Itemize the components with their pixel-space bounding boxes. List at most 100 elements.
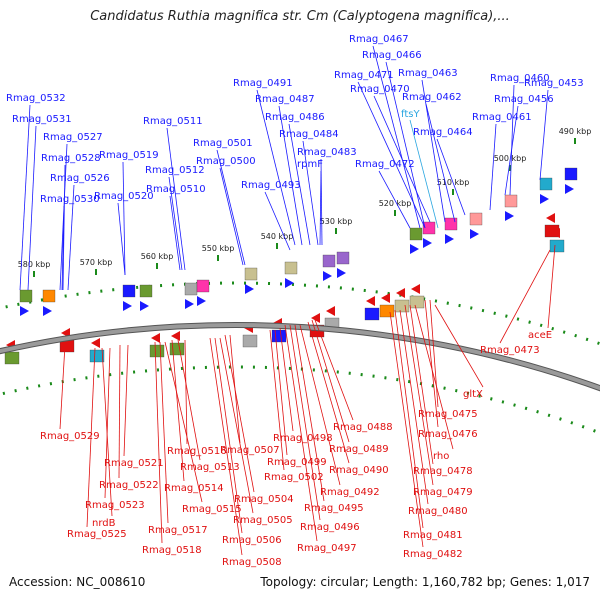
- reverse-gene-label[interactable]: Rmag_0481: [403, 530, 463, 541]
- forward-gene-label[interactable]: Rmag_0520: [94, 191, 154, 202]
- forward-feature-block: [469, 212, 483, 226]
- reverse-gene-label[interactable]: Rmag_0508: [222, 557, 282, 568]
- forward-gene-label[interactable]: Rmag_0512: [145, 165, 205, 176]
- reverse-gene-label[interactable]: Rmag_0504: [234, 494, 294, 505]
- reverse-gene-label[interactable]: Rmag_0517: [148, 525, 208, 536]
- forward-gene-label[interactable]: Rmag_0486: [265, 112, 325, 123]
- reverse-gene-label[interactable]: Rmag_0529: [40, 431, 100, 442]
- reverse-leader-line: [171, 339, 185, 482]
- forward-gene-label[interactable]: Rmag_0464: [413, 127, 473, 138]
- forward-gene-label[interactable]: Rmag_0487: [255, 94, 315, 105]
- forward-leader-line: [62, 164, 66, 291]
- forward-gene-label[interactable]: Rmag_0532: [6, 93, 66, 104]
- reverse-feature-block: [379, 304, 395, 318]
- forward-gene-label[interactable]: Rmag_0484: [279, 129, 339, 140]
- forward-gene-label[interactable]: rpmF: [297, 159, 323, 170]
- forward-gene-label[interactable]: Rmag_0483: [297, 147, 357, 158]
- reverse-gene-label[interactable]: Rmag_0507: [220, 445, 280, 456]
- forward-gene-label[interactable]: Rmag_0471: [334, 70, 394, 81]
- forward-gene-label[interactable]: Rmag_0519: [99, 150, 159, 161]
- reverse-gene-label[interactable]: gltX: [463, 389, 483, 400]
- reverse-gene-label[interactable]: Rmag_0490: [329, 465, 389, 476]
- reverse-gene-label[interactable]: Rmag_0505: [233, 515, 293, 526]
- forward-feature-block: [409, 227, 423, 241]
- reverse-gene-label[interactable]: aceE: [528, 330, 552, 341]
- reverse-gene-label[interactable]: Rmag_0497: [297, 543, 357, 554]
- forward-gene-label[interactable]: Rmag_0456: [494, 94, 554, 105]
- reverse-gene-label[interactable]: Rmag_0506: [222, 535, 282, 546]
- forward-arrow: [540, 194, 549, 204]
- reverse-feature-block: [409, 295, 425, 309]
- reverse-gene-label[interactable]: Rmag_0523: [85, 500, 145, 511]
- forward-gene-label[interactable]: Rmag_0531: [12, 114, 72, 125]
- reverse-arrow: [326, 306, 335, 316]
- reverse-gene-label[interactable]: Rmag_0473: [480, 345, 540, 356]
- reverse-gene-label[interactable]: Rmag_0479: [413, 487, 473, 498]
- reverse-gene-label[interactable]: nrdB: [92, 518, 116, 529]
- forward-gene-label[interactable]: Rmag_0463: [398, 68, 458, 79]
- reverse-gene-label[interactable]: Rmag_0518: [142, 545, 202, 556]
- reverse-gene-label[interactable]: Rmag_0478: [413, 466, 473, 477]
- scale-tick-label: 540 kbp: [261, 232, 294, 241]
- reverse-gene-label[interactable]: Rmag_0475: [418, 409, 478, 420]
- reverse-gene-label[interactable]: Rmag_0514: [164, 483, 224, 494]
- reverse-gene-label[interactable]: Rmag_0516: [167, 446, 227, 457]
- forward-leader-line: [169, 195, 181, 271]
- forward-leader-line: [504, 105, 519, 196]
- forward-feature-block: [244, 267, 258, 281]
- forward-gene-label[interactable]: Rmag_0511: [143, 116, 203, 127]
- reverse-gene-label[interactable]: Rmag_0522: [99, 480, 159, 491]
- reverse-gene-label[interactable]: Rmag_0489: [329, 444, 389, 455]
- forward-feature-block: [284, 261, 298, 275]
- forward-gene-label[interactable]: Rmag_0493: [241, 180, 301, 191]
- forward-leader-line: [166, 127, 186, 271]
- forward-gene-label[interactable]: Rmag_0500: [196, 156, 256, 167]
- reverse-gene-label[interactable]: Rmag_0499: [267, 457, 327, 468]
- reverse-leader-line: [429, 299, 439, 408]
- forward-gene-label[interactable]: Rmag_0472: [355, 159, 415, 170]
- forward-gene-label[interactable]: Rmag_0462: [402, 92, 462, 103]
- reverse-gene-label[interactable]: Rmag_0498: [273, 433, 333, 444]
- forward-gene-label[interactable]: Rmag_0527: [43, 132, 103, 143]
- forward-gene-label[interactable]: Rmag_0466: [362, 50, 422, 61]
- reverse-arrow: [551, 228, 560, 238]
- reverse-leader-line: [219, 337, 254, 514]
- forward-gene-label[interactable]: Rmag_0526: [50, 173, 110, 184]
- reverse-gene-label[interactable]: Rmag_0496: [300, 522, 360, 533]
- reverse-gene-label[interactable]: Rmag_0525: [67, 529, 127, 540]
- forward-leader-line: [509, 84, 515, 196]
- forward-gene-label[interactable]: Rmag_0453: [524, 78, 584, 89]
- reverse-gene-label[interactable]: Rmag_0502: [264, 472, 324, 483]
- forward-gene-label[interactable]: Rmag_0528: [41, 153, 101, 164]
- forward-leader-line: [302, 140, 319, 246]
- reverse-gene-label[interactable]: Rmag_0476: [418, 429, 478, 440]
- forward-gene-label[interactable]: Rmag_0460: [490, 73, 550, 84]
- special-gene-label[interactable]: ftsY: [401, 109, 420, 120]
- forward-gene-label[interactable]: Rmag_0470: [350, 84, 410, 95]
- reverse-gene-label[interactable]: Rmag_0513: [180, 462, 240, 473]
- reverse-arrow: [381, 293, 390, 303]
- reverse-gene-label[interactable]: Rmag_0480: [408, 506, 468, 517]
- forward-gene-label[interactable]: Rmag_0467: [349, 34, 409, 45]
- forward-arrow: [337, 268, 346, 278]
- reverse-gene-label[interactable]: Rmag_0495: [304, 503, 364, 514]
- forward-gene-label[interactable]: Rmag_0461: [472, 112, 532, 123]
- forward-arrow: [185, 299, 194, 309]
- scale-tick-label: 530 kbp: [320, 217, 353, 226]
- forward-gene-label[interactable]: Rmag_0491: [233, 78, 293, 89]
- reverse-leader-line: [154, 341, 163, 544]
- reverse-gene-label[interactable]: Rmag_0488: [333, 422, 393, 433]
- reverse-gene-label[interactable]: Rmag_0482: [403, 549, 463, 560]
- reverse-gene-label[interactable]: Rmag_0492: [320, 487, 380, 498]
- reverse-gene-label[interactable]: Rmag_0515: [182, 504, 242, 515]
- forward-gene-label[interactable]: Rmag_0510: [146, 184, 206, 195]
- forward-leader-line: [372, 45, 421, 229]
- reverse-gene-label[interactable]: Rmag_0521: [104, 458, 164, 469]
- special-leader-line: [409, 119, 439, 229]
- forward-gene-label[interactable]: Rmag_0530: [40, 194, 100, 205]
- forward-leader-line: [385, 61, 426, 229]
- forward-feature-block: [422, 221, 436, 235]
- forward-gene-label[interactable]: Rmag_0501: [193, 138, 253, 149]
- reverse-arrow: [311, 313, 320, 323]
- reverse-gene-label[interactable]: rho: [433, 451, 449, 462]
